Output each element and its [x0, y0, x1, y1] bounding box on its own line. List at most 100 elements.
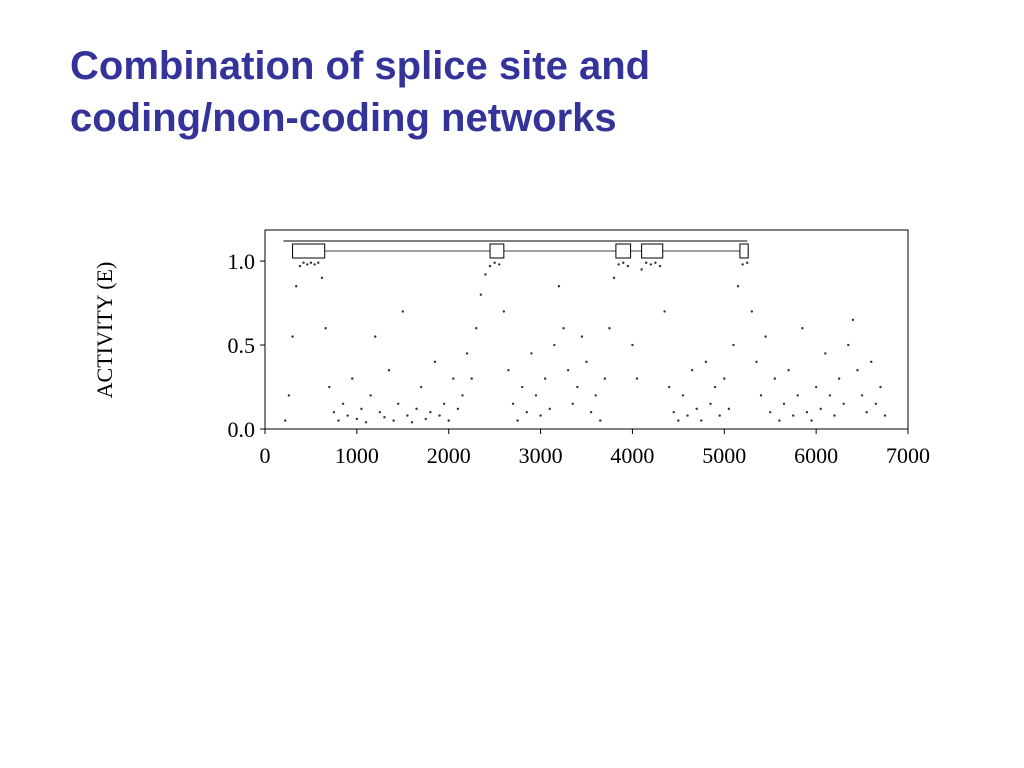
- exon: [739, 243, 749, 259]
- exon: [615, 243, 632, 259]
- data-point: [415, 407, 418, 411]
- data-point: [870, 360, 873, 364]
- data-point: [645, 261, 648, 264]
- data-point: [883, 414, 887, 417]
- data-point: [521, 385, 524, 389]
- data-point: [287, 394, 291, 397]
- data-point: [828, 394, 832, 397]
- data-point: [369, 394, 372, 397]
- data-point: [351, 377, 354, 380]
- data-point: [801, 327, 804, 330]
- data-point: [658, 264, 662, 268]
- data-point: [865, 411, 868, 414]
- data-point: [284, 419, 287, 422]
- data-point: [562, 327, 565, 330]
- data-point: [410, 421, 414, 424]
- data-point: [879, 385, 882, 389]
- data-point: [295, 285, 298, 288]
- data-point: [355, 417, 359, 421]
- data-point: [317, 261, 320, 264]
- data-point: [791, 414, 795, 417]
- data-point: [433, 360, 437, 364]
- data-point: [847, 343, 850, 347]
- x-tick-label: 7000: [886, 443, 930, 468]
- data-point: [337, 419, 340, 422]
- data-point: [686, 414, 689, 417]
- data-point: [516, 419, 519, 422]
- data-point: [525, 411, 528, 414]
- data-point: [796, 394, 799, 397]
- data-point: [534, 394, 538, 397]
- data-point: [452, 377, 455, 380]
- title-line: Combination of splice site and: [70, 44, 651, 88]
- data-point: [700, 419, 703, 422]
- data-point: [589, 411, 593, 414]
- data-point: [667, 385, 671, 389]
- data-point: [364, 421, 368, 424]
- data-point: [332, 411, 336, 414]
- data-point: [672, 411, 675, 414]
- data-point: [396, 402, 400, 406]
- data-point: [341, 402, 345, 406]
- x-tick-label: 1000: [335, 443, 379, 468]
- data-point: [557, 285, 561, 288]
- data-point: [677, 419, 680, 422]
- data-point: [479, 293, 483, 296]
- title-line: coding/non-coding networks: [70, 96, 617, 140]
- x-tick-label: 6000: [794, 443, 838, 468]
- data-point: [392, 419, 395, 422]
- data-point: [635, 377, 639, 380]
- data-point: [750, 310, 754, 313]
- x-tick-label: 0: [260, 443, 271, 468]
- data-point: [543, 377, 547, 380]
- data-point: [493, 261, 496, 264]
- data-point: [320, 276, 324, 280]
- data-point: [302, 261, 305, 264]
- exon: [489, 243, 505, 259]
- data-point: [599, 419, 602, 422]
- x-tick-label: 4000: [610, 443, 654, 468]
- data-point: [681, 394, 685, 397]
- exon: [292, 243, 326, 259]
- data-point: [447, 419, 450, 422]
- data-point: [819, 407, 822, 411]
- data-point: [580, 335, 584, 338]
- data-point: [782, 402, 786, 406]
- data-point: [640, 268, 643, 271]
- data-point: [291, 335, 294, 338]
- y-tick-label: 0.5: [228, 333, 256, 358]
- data-point: [309, 261, 313, 264]
- data-point: [860, 394, 864, 397]
- data-point: [603, 377, 607, 380]
- data-point: [401, 310, 404, 313]
- data-point: [419, 385, 423, 389]
- data-point: [498, 263, 501, 266]
- data-point: [622, 261, 625, 264]
- data-point: [764, 335, 767, 338]
- data-point: [805, 411, 809, 414]
- data-point: [346, 414, 349, 417]
- data-point: [810, 419, 813, 422]
- data-point: [723, 377, 726, 380]
- data-point: [502, 310, 506, 313]
- data-point: [741, 263, 744, 266]
- data-point: [571, 402, 574, 406]
- data-point: [442, 402, 446, 406]
- data-point: [824, 352, 827, 355]
- data-point: [585, 360, 588, 364]
- data-point: [695, 407, 698, 411]
- exon: [641, 243, 664, 259]
- data-point: [718, 414, 721, 417]
- plot-frame: [264, 229, 909, 430]
- x-tick-label: 3000: [519, 443, 563, 468]
- data-point: [530, 352, 533, 355]
- data-point: [736, 285, 740, 288]
- data-point: [704, 360, 708, 364]
- data-point: [856, 369, 859, 372]
- data-point: [654, 261, 657, 264]
- data-point: [842, 402, 845, 406]
- data-point: [475, 327, 478, 330]
- data-point: [507, 369, 510, 372]
- data-point: [438, 414, 441, 417]
- data-point: [387, 369, 391, 372]
